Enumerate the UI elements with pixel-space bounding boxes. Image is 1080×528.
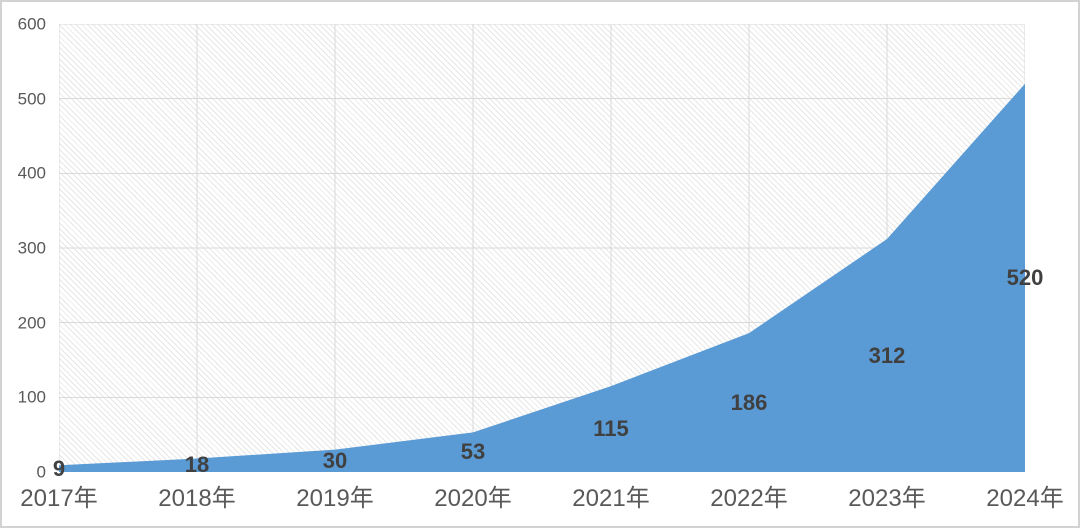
data-label: 520 [1006, 264, 1044, 290]
y-axis-tick-label: 300 [17, 238, 46, 258]
data-label: 18 [184, 452, 210, 478]
data-label: 9 [52, 455, 66, 481]
x-axis-tick-label: 2022年 [710, 485, 788, 512]
data-label: 30 [322, 447, 348, 473]
y-axis-tick-label: 0 [36, 462, 46, 482]
y-axis-tick-label: 600 [17, 14, 46, 34]
plot-area [59, 24, 1025, 472]
x-axis-tick-label: 2023年 [848, 485, 926, 512]
x-axis-tick-label: 2018年 [158, 485, 236, 512]
x-axis-tick-label: 2024年 [986, 485, 1064, 512]
data-label: 312 [868, 342, 906, 368]
plot-canvas [59, 24, 1025, 472]
y-axis-tick-label: 200 [17, 313, 46, 333]
x-axis-tick-label: 2021年 [572, 485, 650, 512]
data-label: 115 [593, 416, 629, 442]
y-axis-tick-label: 100 [17, 387, 46, 407]
y-axis-tick-label: 500 [17, 89, 46, 109]
x-axis-tick-label: 2019年 [296, 485, 374, 512]
data-label: 186 [730, 389, 768, 415]
y-axis-tick-label: 400 [17, 163, 46, 183]
series-area [59, 83, 1025, 472]
x-axis-tick-label: 2017年 [20, 485, 98, 512]
data-label: 53 [460, 439, 486, 465]
x-axis-tick-label: 2020年 [434, 485, 512, 512]
